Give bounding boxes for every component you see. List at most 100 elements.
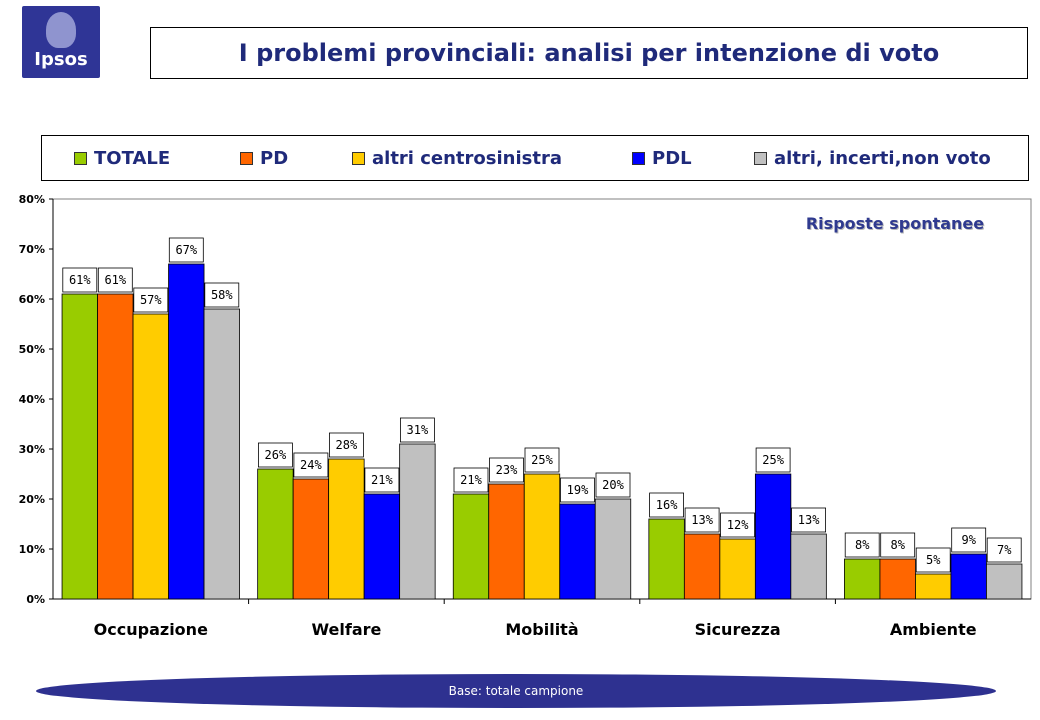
data-label: 8% <box>890 538 905 552</box>
data-label: 12% <box>727 518 749 532</box>
data-label: 9% <box>961 533 976 547</box>
data-label: 24% <box>300 458 322 472</box>
data-label-box <box>951 527 987 553</box>
data-label: 57% <box>140 293 162 307</box>
bar <box>328 458 365 600</box>
y-tick-label: 70% <box>19 243 45 256</box>
data-label-box <box>560 477 595 503</box>
bar <box>61 293 98 600</box>
title-box: I problemi provinciali: analisi per inte… <box>150 27 1028 79</box>
data-label-box <box>399 417 435 443</box>
data-label: 13% <box>691 513 713 527</box>
y-tick-label: 80% <box>19 193 45 206</box>
data-label: 19% <box>567 483 589 497</box>
y-tick-label: 0% <box>26 593 45 606</box>
legend-item-altri-centrosinistra: altri centrosinistra <box>352 136 562 180</box>
legend-swatch-pd <box>240 151 253 165</box>
chart-note: Risposte spontanee <box>805 214 985 233</box>
bar <box>168 263 205 600</box>
legend-label-pdl: PDL <box>652 147 692 169</box>
bar <box>363 493 401 600</box>
data-label-box <box>204 282 240 308</box>
data-label: 7% <box>997 543 1012 557</box>
legend-swatch-totale <box>74 151 87 165</box>
data-label: 21% <box>460 473 482 487</box>
bar <box>683 533 721 600</box>
data-label-box <box>453 467 489 493</box>
bar <box>488 483 525 600</box>
legend-label-altri-incerti: altri, incerti,non voto <box>774 147 991 169</box>
legend-label-pd: PD <box>260 147 289 169</box>
bar <box>292 478 330 600</box>
data-label: 61% <box>69 273 91 287</box>
data-label: 13% <box>798 513 820 527</box>
data-label-box <box>720 512 755 538</box>
legend-label-altri-centrosinistra: altri centrosinistra <box>372 147 562 169</box>
bar <box>203 308 240 600</box>
logo-text: Ipsos <box>34 49 88 70</box>
bar <box>97 293 134 600</box>
data-label-box <box>915 547 951 573</box>
data-label: 8% <box>855 538 870 552</box>
legend-item-pd: PD <box>240 136 288 180</box>
data-label-box <box>364 467 400 493</box>
data-label-box <box>62 267 98 293</box>
y-tick-label: 10% <box>19 543 45 556</box>
data-label-box <box>97 267 133 293</box>
bar <box>844 558 881 600</box>
data-label: 26% <box>265 448 287 462</box>
bar <box>399 443 436 600</box>
data-label: 25% <box>762 453 784 467</box>
data-label: 25% <box>531 453 553 467</box>
bar <box>132 313 169 600</box>
y-tick-label: 20% <box>19 493 45 506</box>
bar <box>452 493 490 600</box>
bar <box>790 533 827 600</box>
footer-base-banner: Base: totale campione <box>36 674 996 708</box>
bar <box>754 473 792 600</box>
data-label-box <box>880 532 916 558</box>
data-label-box <box>133 287 169 313</box>
data-label-box <box>791 507 826 533</box>
bar <box>559 503 596 600</box>
bar <box>257 468 294 600</box>
logo-head-icon <box>46 12 76 48</box>
bar <box>986 563 1023 600</box>
bar <box>648 518 685 600</box>
legend-item-altri-incerti: altri, incerti,non voto <box>754 136 991 180</box>
bar <box>523 473 561 600</box>
y-tick-label: 60% <box>19 293 45 306</box>
data-label: 21% <box>371 473 393 487</box>
chart-legend: TOTALE PD altri centrosinistra PDL altri… <box>41 135 1029 181</box>
legend-item-pdl: PDL <box>632 136 692 180</box>
data-label-box <box>328 432 364 458</box>
y-tick-label: 30% <box>19 443 45 456</box>
data-label-box <box>684 507 720 533</box>
data-label-box <box>524 447 560 473</box>
data-label-box <box>168 237 204 263</box>
data-label-box <box>986 537 1022 563</box>
category-label: Welfare <box>311 620 381 639</box>
legend-swatch-altri-incerti <box>754 151 767 165</box>
category-label: Mobilità <box>505 620 578 639</box>
data-label-box <box>293 452 329 478</box>
data-label: 23% <box>496 463 518 477</box>
data-label-box <box>257 442 293 468</box>
data-label-box <box>844 532 880 558</box>
y-tick-label: 50% <box>19 343 45 356</box>
data-label-box <box>649 492 684 518</box>
category-label: Occupazione <box>94 620 208 639</box>
data-label-box <box>755 447 791 473</box>
category-label: Sicurezza <box>695 620 781 639</box>
legend-swatch-altri-centrosinistra <box>352 151 365 165</box>
data-label: 67% <box>175 243 197 257</box>
data-label: 16% <box>656 498 678 512</box>
page-title: I problemi provinciali: analisi per inte… <box>238 39 940 67</box>
footer-base-text: Base: totale campione <box>448 684 584 698</box>
y-tick-label: 40% <box>19 393 45 406</box>
bar <box>950 553 987 600</box>
category-label: Ambiente <box>890 620 977 639</box>
legend-label-totale: TOTALE <box>94 147 171 169</box>
data-label: 20% <box>602 478 624 492</box>
